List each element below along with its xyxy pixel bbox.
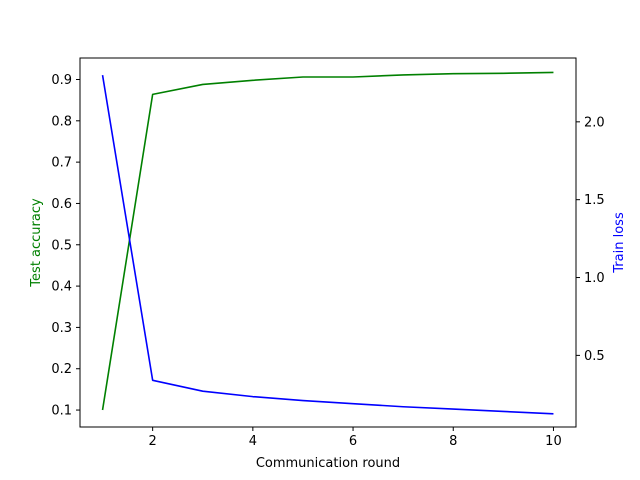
left-y-tick-label: 0.4 [51, 280, 72, 295]
left-y-axis-title: Test accuracy [29, 198, 44, 288]
right-y-tick-label: 2.0 [584, 115, 605, 130]
left-y-tick-label: 0.9 [51, 73, 72, 88]
x-tick-label: 2 [149, 434, 157, 449]
right-y-tick-label: 1.0 [584, 271, 605, 286]
x-axis-title: Communication round [256, 456, 400, 471]
series-layer [101, 71, 554, 415]
x-tick-label: 4 [249, 434, 257, 449]
right-y-tick-label: 1.5 [584, 193, 605, 208]
x-tick-label: 10 [545, 434, 562, 449]
right-y-axis-title: Train loss [612, 212, 627, 274]
left-y-tick-label: 0.8 [51, 114, 72, 129]
x-tick-label: 8 [449, 434, 457, 449]
left-y-tick-label: 0.5 [51, 238, 72, 253]
plot-frame [79, 57, 577, 428]
test-accuracy-line [101, 71, 554, 411]
left-y-tick-label: 0.7 [51, 156, 72, 171]
right-y-tick-label: 0.5 [584, 349, 605, 364]
left-y-tick-label: 0.3 [51, 321, 72, 336]
train-loss-line [101, 75, 554, 415]
axes-layer: 2 4 6 8 10 0.1 0.2 0.3 0.4 0.5 0.6 0.7 0.8 0.9 0.5 1.0 1… [51, 73, 604, 449]
left-y-tick-label: 0.6 [51, 197, 72, 212]
x-tick-label: 6 [349, 434, 357, 449]
left-y-tick-label: 0.2 [51, 362, 72, 377]
left-y-tick-label: 0.1 [51, 404, 72, 419]
